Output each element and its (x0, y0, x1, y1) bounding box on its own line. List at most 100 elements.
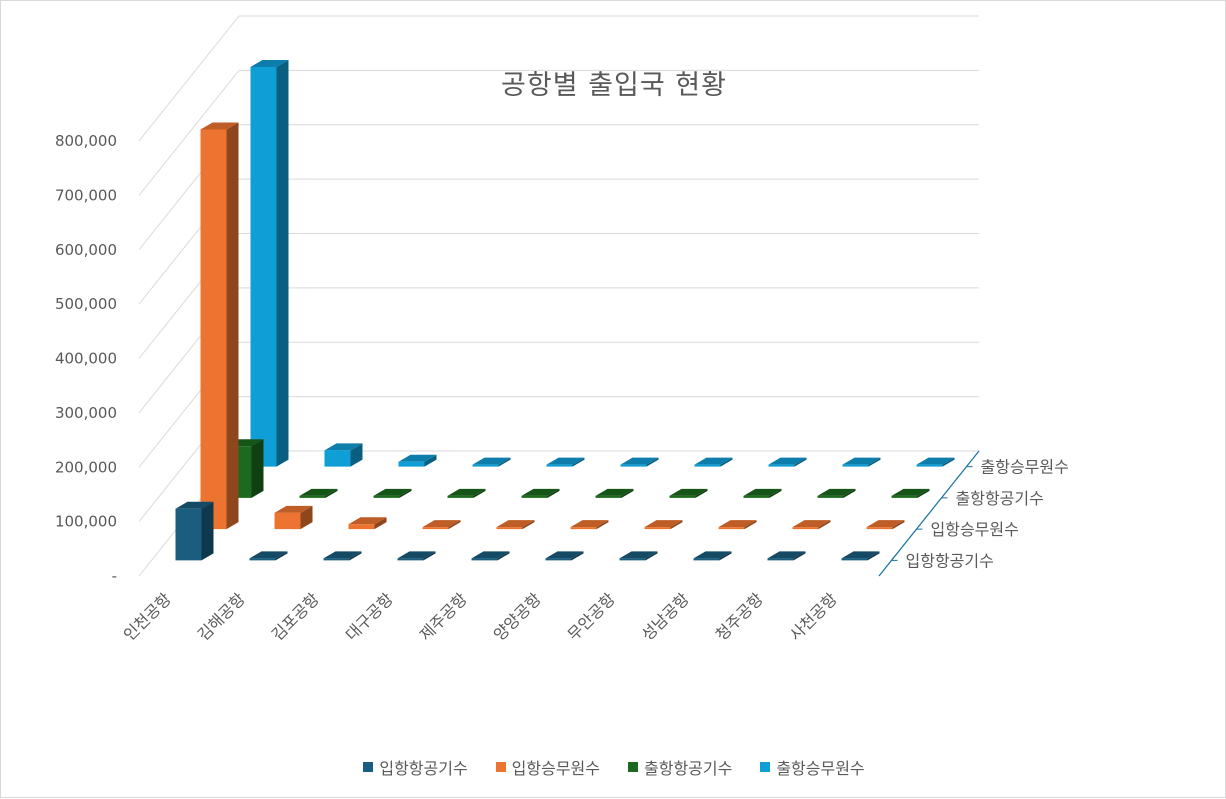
bar-front (817, 495, 844, 498)
bar-입항항공기수-성남공항 (693, 551, 732, 561)
bar-top (397, 551, 436, 559)
legend-swatch (628, 762, 638, 772)
bar-side (201, 501, 214, 561)
bar-출항승무원수-대구공항 (472, 457, 511, 467)
bar-top (620, 457, 659, 465)
bar-입항승무원수-성남공항 (718, 520, 757, 530)
bar-side (350, 443, 363, 467)
bar-출항승무원수-김포공항 (398, 454, 437, 467)
bar-top (200, 122, 239, 130)
bar-front (324, 450, 351, 467)
bar-front (595, 495, 622, 498)
x-category-label: 제주공항 (416, 589, 471, 644)
bar-front (866, 527, 893, 530)
y-tick-label: 400,000 (55, 350, 117, 368)
bar-front (422, 527, 449, 530)
y-tick-label: 500,000 (55, 295, 117, 313)
bar-top (570, 520, 609, 528)
bar-front (842, 464, 869, 467)
bar-side (867, 551, 880, 561)
legend-swatch (760, 762, 771, 772)
legend-swatch (495, 762, 506, 772)
bar-front (841, 558, 868, 561)
x-category-label: 양양공항 (490, 589, 545, 644)
bar-출항항공기수-김해공항 (299, 488, 338, 498)
bar-side (744, 520, 757, 530)
bar-top (644, 520, 683, 528)
bar-top (768, 457, 807, 465)
bar-top (842, 457, 881, 465)
depth-axis-label: 출항항공기수 (956, 489, 1044, 508)
bar-front (669, 495, 696, 498)
bar-front (694, 464, 721, 467)
bar-side (571, 551, 584, 561)
legend-label: 입항항공기수 (379, 759, 468, 778)
bar-front (546, 464, 573, 467)
bar-side (275, 551, 288, 561)
bar-top (546, 457, 585, 465)
depth-axis-label: 입항항공기수 (906, 551, 994, 570)
x-category-label: 인천공항 (120, 589, 175, 644)
y-tick-label: 700,000 (55, 186, 117, 204)
bar-front (447, 495, 474, 498)
bar-출항항공기수-양양공항 (595, 488, 634, 498)
bar-side (843, 488, 856, 498)
bar-front (644, 527, 671, 530)
bar-입항항공기수-제주공항 (471, 551, 510, 561)
bar-side (399, 488, 412, 498)
bar-top (324, 443, 363, 451)
bar-front (175, 508, 202, 561)
bar-front (398, 461, 425, 467)
bar-front (250, 66, 277, 467)
bar-side (498, 457, 511, 467)
bar-front (768, 464, 795, 467)
legend-item: 입항승무원수 (495, 755, 600, 779)
bar-side (793, 551, 806, 561)
bar-top (348, 517, 387, 525)
bar-입항항공기수-사천공항 (841, 551, 880, 561)
bar-입항승무원수-청주공항 (792, 520, 831, 530)
bar-입항항공기수-김해공항 (249, 551, 288, 561)
y-tick-label: 100,000 (55, 513, 117, 531)
bar-입항승무원수-김포공항 (348, 517, 387, 530)
y-tick-label: 200,000 (55, 458, 117, 476)
legend-label: 출항승무원수 (776, 759, 865, 778)
y-tick-label: 600,000 (55, 241, 117, 259)
bar-top (545, 551, 584, 559)
legend-item: 출항승무원수 (760, 755, 865, 779)
bar-입항항공기수-양양공항 (545, 551, 584, 561)
bar-side (473, 488, 486, 498)
depth-axis-label: 출항승무원수 (981, 458, 1069, 477)
legend-label: 입항승무원수 (511, 759, 600, 778)
x-category-label: 청주공항 (712, 589, 767, 644)
bar-top (249, 551, 288, 559)
bar-top (250, 59, 289, 67)
bar-front (891, 495, 918, 498)
bar-side (794, 457, 807, 467)
gridline-side (138, 70, 240, 196)
bar-top (398, 454, 437, 462)
bar-top (694, 457, 733, 465)
bar-side (670, 520, 683, 530)
chart-legend: 입항항공기수 입항승무원수 출항항공기수 출항승무원수 (1, 755, 1226, 779)
bar-side (917, 488, 930, 498)
bar-front (496, 527, 523, 530)
bar-출항승무원수-사천공항 (916, 457, 955, 467)
bar-top (175, 501, 214, 509)
bar-출항항공기수-사천공항 (891, 488, 930, 498)
bar-top (496, 520, 535, 528)
x-category-label: 대구공항 (342, 589, 397, 644)
bar-front (471, 558, 498, 561)
bar-front (200, 129, 227, 530)
bar-top (792, 520, 831, 528)
x-category-label: 성남공항 (638, 589, 693, 644)
legend-item: 입항항공기수 (363, 755, 468, 779)
bar-출항항공기수-제주공항 (521, 488, 560, 498)
bar-front (274, 512, 301, 530)
bar-top (274, 505, 313, 513)
bar-side (276, 59, 289, 467)
bar-top (891, 488, 930, 496)
bar-side (695, 488, 708, 498)
bar-front (299, 495, 326, 498)
